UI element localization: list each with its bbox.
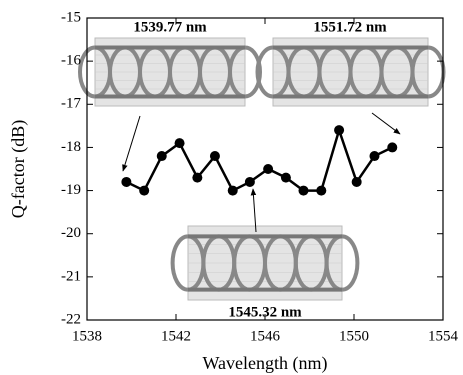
x-tick-label: 1550 [339, 328, 369, 344]
data-point [316, 186, 326, 196]
y-tick-label: -15 [61, 9, 81, 25]
data-point [228, 186, 238, 196]
data-point [245, 177, 255, 187]
data-point [281, 173, 291, 183]
y-axis-label: Q-factor (dB) [8, 120, 29, 218]
annotation: 1551.72 nm [313, 19, 387, 35]
x-tick-label: 1542 [161, 328, 191, 344]
data-point [369, 151, 379, 161]
x-axis-label: Wavelength (nm) [202, 353, 327, 374]
data-point [263, 164, 273, 174]
y-tick-label: -20 [61, 225, 81, 241]
data-point [334, 125, 344, 135]
arrow [123, 116, 140, 171]
x-tick-label: 1546 [250, 328, 281, 344]
chart: 1539.77 nm 1551.72 nm 1545.32 nm Wavelen… [0, 0, 463, 375]
x-tick-label: 1554 [428, 328, 459, 344]
y-tick-label: -21 [61, 268, 81, 284]
data-point [210, 151, 220, 161]
data-point [175, 138, 185, 148]
y-tick-label: -22 [61, 311, 81, 327]
y-tick-label: -18 [61, 139, 81, 155]
y-tick-label: -17 [61, 96, 81, 112]
arrow [372, 113, 400, 134]
annotation: 1539.77 nm [133, 19, 207, 35]
y-tick-label: -19 [61, 182, 81, 198]
data-point [298, 186, 308, 196]
data-point [121, 177, 131, 187]
eye-diagrams [80, 38, 444, 300]
data-point [352, 177, 362, 187]
data-point [387, 142, 397, 152]
data-point [192, 173, 202, 183]
data-point [157, 151, 167, 161]
data-point [139, 186, 149, 196]
y-tick-label: -16 [61, 53, 81, 69]
x-tick-label: 1538 [72, 328, 102, 344]
